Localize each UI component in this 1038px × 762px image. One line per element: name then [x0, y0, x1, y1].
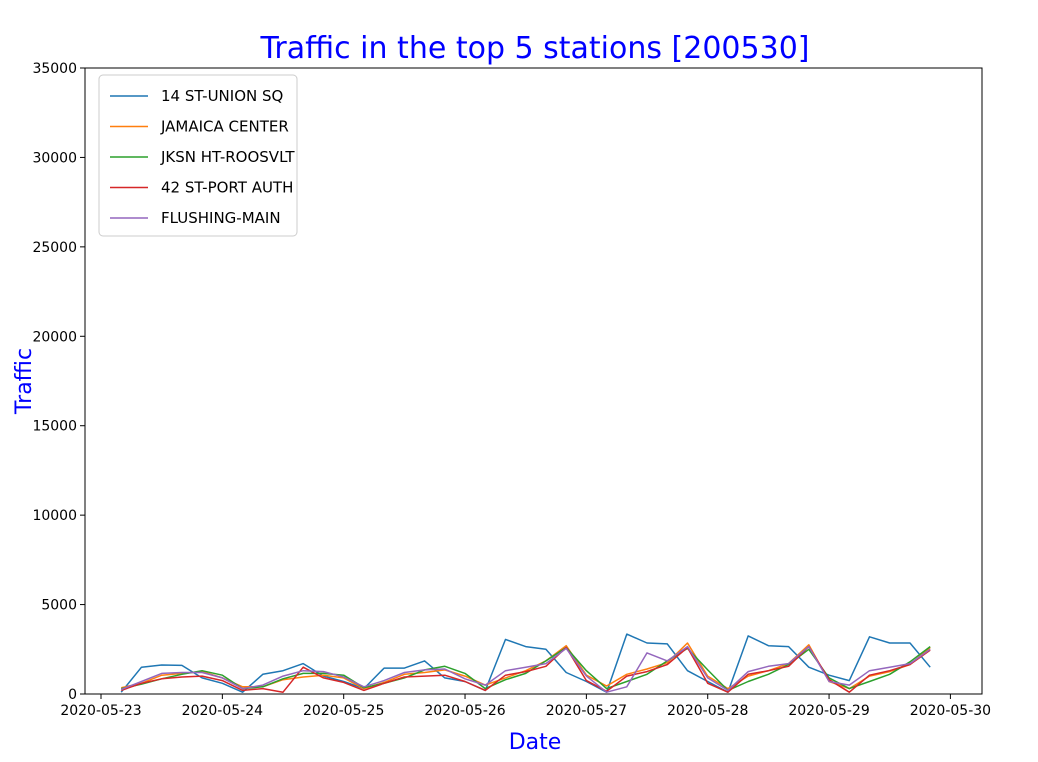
x-tick-label: 2020-05-27: [546, 703, 627, 719]
legend-entry: FLUSHING-MAIN: [161, 209, 281, 227]
y-tick-label: 15000: [32, 419, 77, 435]
x-tick-label: 2020-05-29: [788, 703, 869, 719]
x-tick-label: 2020-05-24: [182, 703, 263, 719]
y-tick-label: 35000: [32, 61, 77, 77]
y-tick-label: 5000: [41, 598, 77, 614]
series-line-42-st-port-auth: [120, 645, 931, 693]
x-tick-label: 2020-05-30: [910, 703, 991, 719]
x-tick-label: 2020-05-28: [667, 703, 748, 719]
y-tick-label: 30000: [32, 150, 77, 166]
series-line-jksn-ht-roosvlt: [121, 646, 931, 692]
y-axis-label: Traffic: [12, 348, 37, 415]
y-tick-label: 25000: [32, 240, 77, 256]
x-tick-label: 2020-05-25: [303, 703, 384, 719]
y-tick-label: 20000: [32, 329, 77, 345]
x-tick-label: 2020-05-26: [424, 703, 505, 719]
chart-title: Traffic in the top 5 stations [200530]: [260, 31, 810, 66]
legend-entry: JKSN HT-ROOSVLT: [160, 148, 295, 166]
legend-entry: 14 ST-UNION SQ: [161, 87, 283, 105]
legend: 14 ST-UNION SQ JAMAICA CENTER JKSN HT-ROOS…: [98, 74, 298, 237]
plot-frame: [84, 67, 983, 695]
series-lines: [120, 633, 931, 693]
y-tick-label: 10000: [32, 508, 77, 524]
legend-entry: 42 ST-PORT AUTH: [161, 179, 293, 197]
y-tick-label: 0: [68, 687, 77, 703]
y-axis: 0 5000 10000 15000 20000 25000 30000 35000: [32, 61, 85, 703]
legend-box: [98, 74, 298, 237]
x-tick-label: 2020-05-23: [60, 703, 141, 719]
legend-entry: JAMAICA CENTER: [160, 118, 289, 136]
series-line-flushing-main: [120, 645, 931, 693]
x-axis-label: Date: [509, 730, 562, 755]
series-line-14-st-union-sq: [120, 633, 931, 693]
x-axis: 2020-05-23 2020-05-24 2020-05-25 2020-05-26…: [60, 694, 991, 719]
